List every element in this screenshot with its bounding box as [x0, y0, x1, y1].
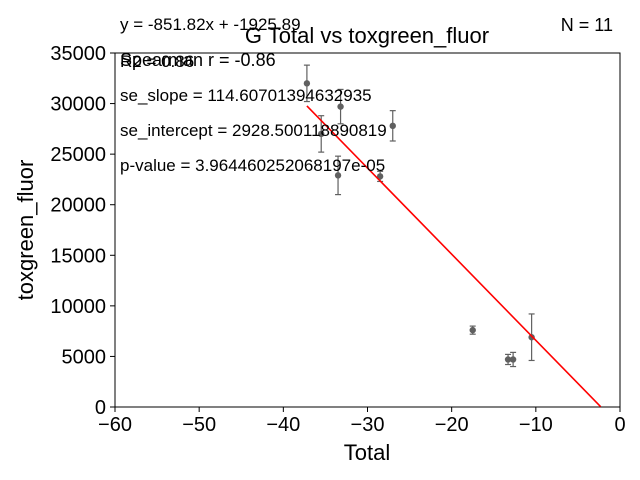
- y-tick-label: 20000: [50, 195, 106, 217]
- fit-line-group: [306, 105, 602, 408]
- chart-title: G Total vs toxgreen_fluor: [245, 23, 489, 48]
- se-intercept-annotation: se_intercept = 2928.500118890819: [120, 121, 387, 140]
- r2-annotation: R2 = 0.86: [120, 52, 194, 71]
- y-tick-label: 10000: [50, 296, 106, 318]
- n-annotation: N = 11: [561, 15, 613, 35]
- data-point: [389, 122, 396, 130]
- data-point: [528, 334, 535, 341]
- data-point: [337, 103, 344, 110]
- y-axis-ticks: 0 5000 10000 15000 20000 25000 30000 35000: [50, 43, 115, 419]
- x-axis-label: Total: [344, 440, 390, 465]
- data-points: [303, 80, 535, 363]
- data-point: [318, 130, 325, 138]
- y-tick-label: 25000: [50, 144, 106, 166]
- x-tick-label: −30: [351, 414, 385, 436]
- fit-line: [306, 105, 602, 408]
- y-tick-label: 30000: [50, 94, 106, 116]
- x-tick-label: −10: [519, 414, 553, 436]
- data-point: [509, 356, 517, 363]
- y-tick-label: 15000: [50, 245, 106, 267]
- x-tick-label: 0: [614, 414, 625, 436]
- x-tick-label: −60: [98, 414, 132, 436]
- x-tick-label: −50: [182, 414, 216, 436]
- y-tick-label: 0: [95, 397, 106, 419]
- plot-area: [114, 52, 621, 408]
- data-point: [334, 172, 342, 179]
- x-tick-label: −20: [435, 414, 469, 436]
- data-point: [469, 326, 476, 334]
- y-axis-label: toxgreen_fluor: [13, 160, 38, 301]
- data-point: [303, 80, 311, 87]
- p-value-annotation: p-value = 3.964460252068197e-05: [120, 156, 385, 175]
- spearman-annotation: Spearman r = -0.86: [120, 50, 276, 70]
- x-axis-ticks: −60 −50 −40 −30 −20 −10 0: [98, 407, 626, 436]
- equation-annotation: y = -851.82x + -1925.89: [120, 15, 301, 34]
- y-tick-label: 35000: [50, 43, 106, 65]
- data-point: [504, 356, 512, 363]
- data-point: [376, 173, 384, 180]
- x-tick-label: −40: [266, 414, 300, 436]
- se-slope-annotation: se_slope = 114.60701394632935: [120, 86, 372, 105]
- y-tick-label: 5000: [62, 346, 107, 368]
